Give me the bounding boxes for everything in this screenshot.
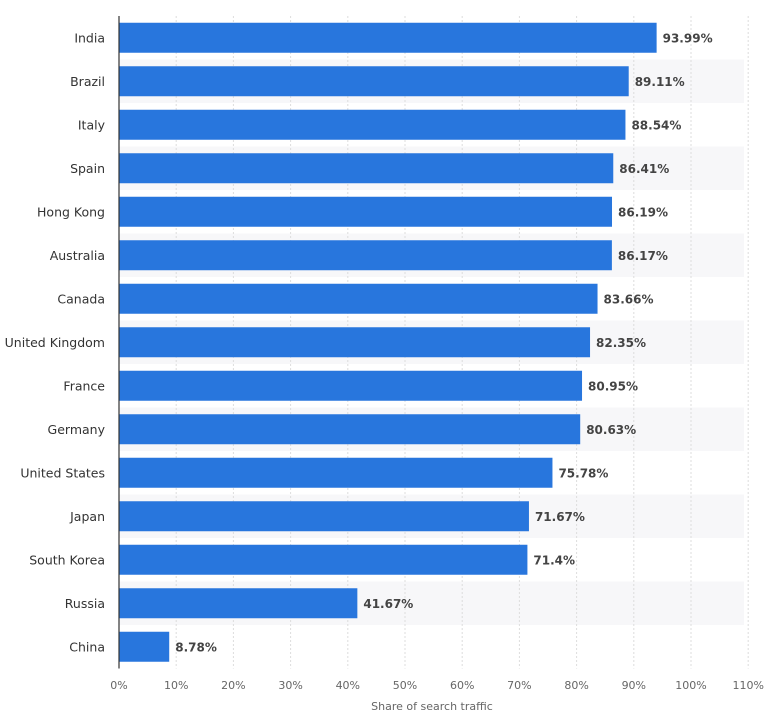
data-label: 71.4% [533,553,575,567]
bar [119,414,581,445]
x-axis-title: Share of search traffic [371,700,493,713]
data-label: 8.78% [175,640,217,654]
data-label: 82.35% [596,336,646,350]
category-label: Hong Kong [37,204,105,219]
x-tick-label: 50% [393,679,417,692]
data-label: 86.17% [618,249,668,263]
category-label: Russia [65,596,105,611]
bar [119,22,657,53]
data-label: 80.63% [586,423,636,437]
x-tick-label: 40% [336,679,360,692]
category-label: Brazil [70,74,105,89]
category-label: Australia [50,248,105,263]
category-label: Japan [69,509,105,524]
x-tick-label: 110% [732,679,763,692]
bar [119,544,528,575]
category-label: United States [20,465,105,480]
data-label: 80.95% [588,379,638,393]
bar [119,66,629,97]
category-label: Spain [70,161,105,176]
x-tick-label: 70% [507,679,531,692]
bar [119,588,358,619]
data-label: 86.19% [618,205,668,219]
data-label: 75.78% [558,466,608,480]
category-label: China [69,639,105,654]
bar [119,370,583,401]
x-tick-label: 10% [164,679,188,692]
x-tick-label: 30% [278,679,302,692]
category-label: Italy [78,117,106,132]
data-label: 86.41% [619,162,669,176]
category-label: United Kingdom [5,335,105,350]
bar [119,501,529,532]
category-label: Canada [57,291,105,306]
bar [119,283,598,314]
bar [119,327,591,358]
category-label: France [63,378,105,393]
category-label: India [74,30,105,45]
bar [119,196,613,227]
x-tick-label: 0% [110,679,127,692]
data-label: 41.67% [363,597,413,611]
data-label: 93.99% [663,31,713,45]
category-label: South Korea [29,552,105,567]
data-label: 83.66% [604,292,654,306]
data-label: 88.54% [631,118,681,132]
x-tick-label: 90% [622,679,646,692]
bar [119,109,626,140]
category-label: Germany [48,422,106,437]
bar [119,240,612,271]
data-label: 71.67% [535,510,585,524]
bar [119,457,553,488]
bar [119,153,614,184]
data-label: 89.11% [635,75,685,89]
x-tick-label: 20% [221,679,245,692]
x-tick-label: 80% [564,679,588,692]
x-tick-label: 60% [450,679,474,692]
x-tick-label: 100% [675,679,706,692]
bar [119,631,170,662]
